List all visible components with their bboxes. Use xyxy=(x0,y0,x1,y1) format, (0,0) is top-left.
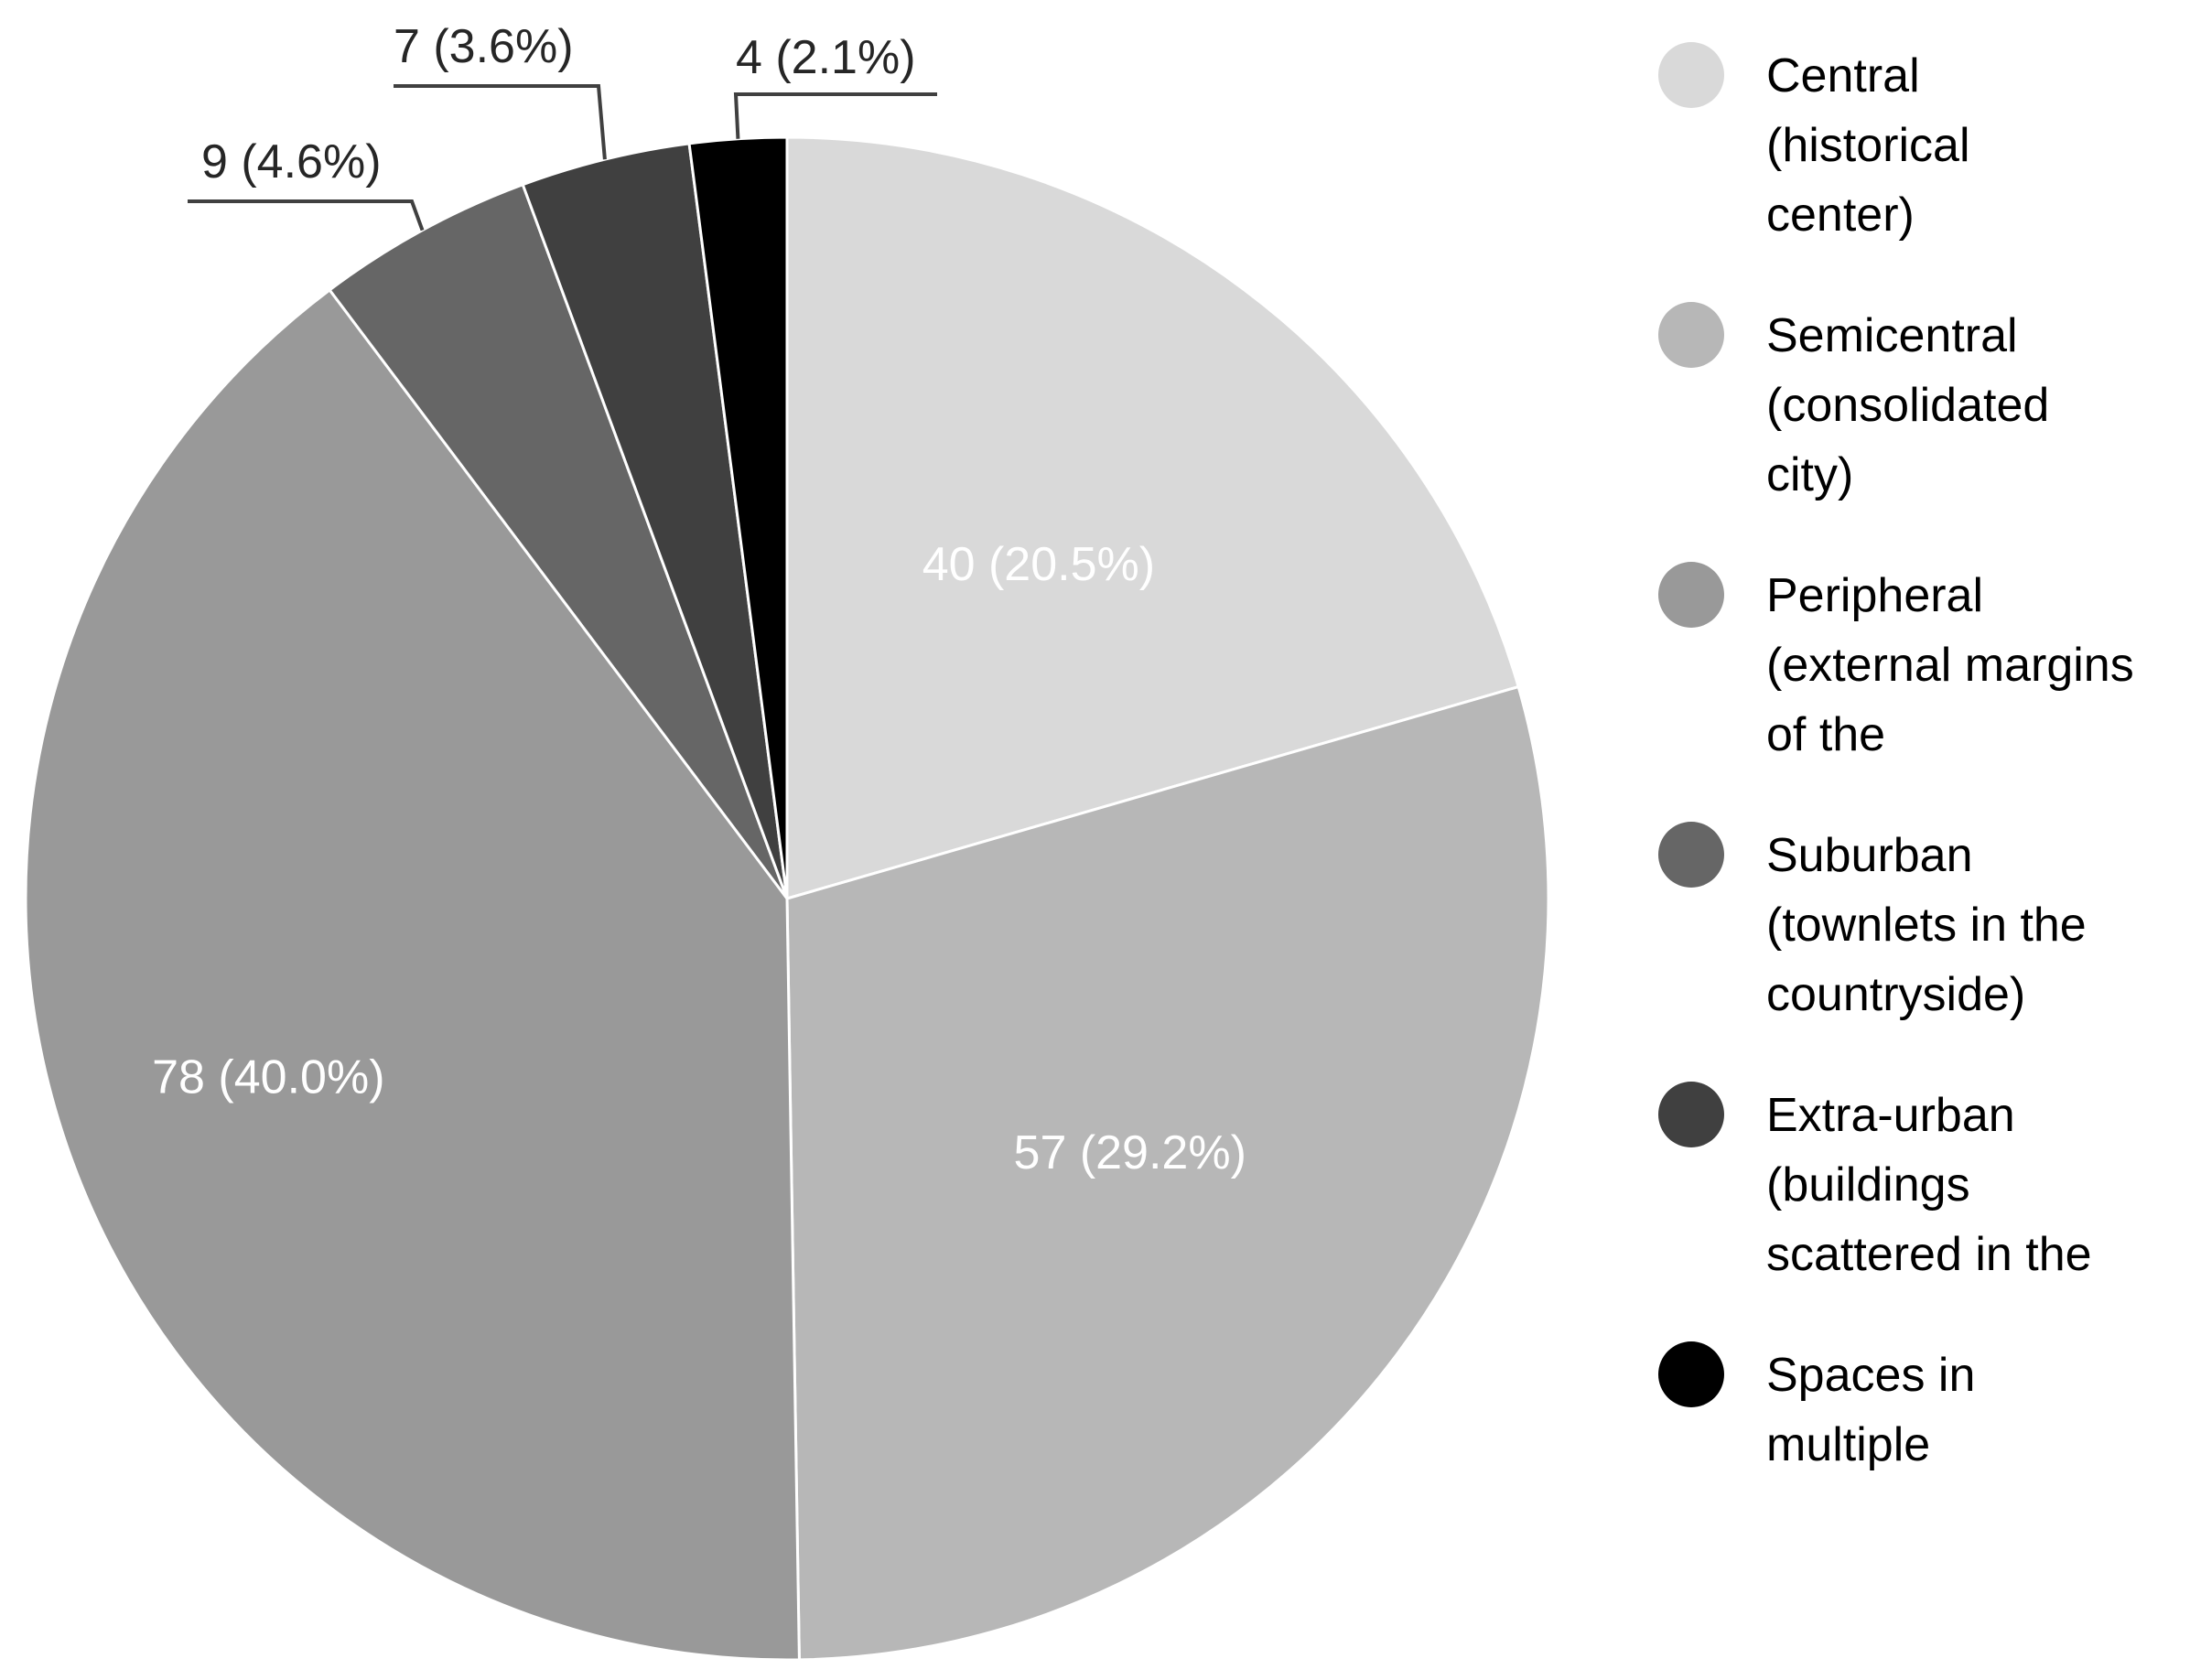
legend-label: Extra-urban (buildings scattered in the xyxy=(1766,1089,2092,1281)
legend-label-line: Spaces in xyxy=(1766,1349,1975,1402)
legend-label-line: city) xyxy=(1766,448,1853,501)
legend-label-line: Peripheral xyxy=(1766,569,1983,622)
legend-item-extra-urban: Extra-urban (buildings scattered in the xyxy=(1658,1082,2092,1281)
callout-label-suburban: 9 (4.6%) xyxy=(201,135,382,188)
legend-label-line: Central xyxy=(1766,49,1920,102)
legend-label-line: of the xyxy=(1766,708,1885,761)
legend-label-line: (buildings xyxy=(1766,1158,1970,1212)
callout-leader-extra-urban xyxy=(394,84,607,160)
legend-marker xyxy=(1658,42,1724,108)
legend-label: Peripheral (external margins of the xyxy=(1766,569,2134,761)
legend-item-suburban: Suburban (townlets in the countryside) xyxy=(1658,822,2087,1021)
legend-label-line: Extra-urban xyxy=(1766,1089,2015,1142)
slice-label-peripheral: 78 (40.0%) xyxy=(152,1050,384,1104)
legend-label-line: (historical xyxy=(1766,119,1970,172)
legend-label: Suburban (townlets in the countryside) xyxy=(1766,829,2087,1021)
legend-label-line: (external margins xyxy=(1766,639,2134,692)
callout-label-spaces-in: 4 (2.1%) xyxy=(736,31,916,84)
legend-item-central: Central (historical center) xyxy=(1658,42,1970,242)
legend-label-line: countryside) xyxy=(1766,968,2025,1021)
legend-label-line: center) xyxy=(1766,188,1915,242)
callout-label-extra-urban: 7 (3.6%) xyxy=(394,20,574,73)
legend-marker xyxy=(1658,822,1724,888)
callout-leader-spaces-in xyxy=(733,92,937,139)
legend-item-peripheral: Peripheral (external margins of the xyxy=(1658,562,2134,761)
slice-label-central: 40 (20.5%) xyxy=(922,538,1155,591)
callout-leader-suburban xyxy=(188,199,425,232)
legend-label-line: multiple xyxy=(1766,1418,1930,1471)
slice-label-semicentral: 57 (29.2%) xyxy=(1014,1126,1246,1179)
legend-item-spaces-in: Spaces in multiple xyxy=(1658,1341,1975,1471)
legend-label-line: (townlets in the xyxy=(1766,899,2087,952)
legend-label: Central (historical center) xyxy=(1766,49,1970,242)
legend: Central (historical center) Semicentral (con… xyxy=(1658,42,2134,1471)
legend-marker xyxy=(1658,1341,1724,1407)
pie-slice-peripheral xyxy=(24,287,801,1662)
legend-label-line: Suburban xyxy=(1766,829,1973,882)
pie-slice-suburban xyxy=(328,182,789,899)
pie-slice-spaces-in xyxy=(687,135,789,899)
legend-marker xyxy=(1658,562,1724,628)
legend-item-semicentral: Semicentral (consolidated city) xyxy=(1658,302,2049,501)
legend-marker xyxy=(1658,1082,1724,1147)
pie-slice-semicentral xyxy=(785,684,1550,1662)
pie-callout-labels: 9 (4.6%) 7 (3.6%) 4 (2.1%) xyxy=(188,20,937,232)
legend-marker xyxy=(1658,302,1724,368)
legend-label: Semicentral (consolidated city) xyxy=(1766,309,2049,501)
legend-label-line: Semicentral xyxy=(1766,309,2018,362)
pie-slices xyxy=(24,135,1550,1662)
legend-label: Spaces in multiple xyxy=(1766,1349,1975,1471)
pie-slice-labels: 40 (20.5%) 57 (29.2%) 78 (40.0%) xyxy=(152,538,1246,1179)
legend-label-line: (consolidated xyxy=(1766,379,2049,432)
pie-slice-central xyxy=(785,135,1521,900)
legend-label-line: scattered in the xyxy=(1766,1228,2092,1281)
